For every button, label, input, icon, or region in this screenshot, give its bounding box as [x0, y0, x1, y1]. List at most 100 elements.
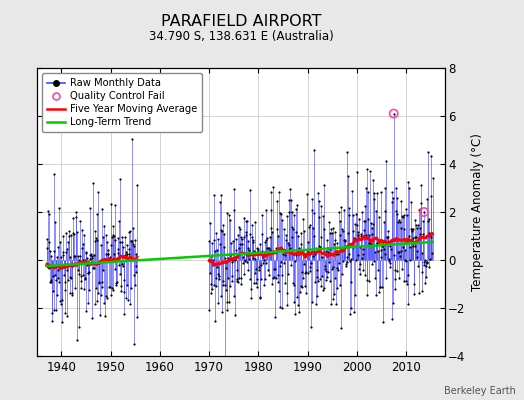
Point	[43, 262, 51, 269]
Point	[77, 285, 85, 291]
Point	[90, 252, 98, 258]
Point	[67, 232, 75, 238]
Point	[325, 259, 333, 265]
Point	[311, 251, 319, 257]
Point	[405, 185, 413, 192]
Point	[103, 247, 112, 254]
Point	[245, 256, 253, 262]
Point	[52, 254, 61, 261]
Point	[429, 175, 437, 182]
Point	[231, 312, 239, 319]
Point	[399, 244, 407, 250]
Point	[261, 276, 269, 282]
Point	[424, 230, 433, 236]
Point	[283, 240, 292, 246]
Point	[401, 206, 410, 212]
Point	[326, 278, 334, 284]
Point	[114, 235, 123, 242]
Point	[416, 224, 424, 231]
Point	[421, 262, 430, 269]
Point	[342, 262, 350, 269]
Point	[346, 258, 354, 264]
Point	[353, 232, 362, 238]
Point	[60, 264, 68, 270]
Point	[63, 246, 71, 252]
Point	[318, 273, 326, 280]
Point	[344, 212, 353, 218]
Point	[302, 269, 310, 276]
Point	[279, 260, 288, 267]
Point	[295, 309, 303, 315]
Point	[96, 259, 104, 266]
Point	[66, 290, 74, 296]
Point	[290, 299, 298, 306]
Point	[249, 280, 258, 286]
Point	[113, 279, 121, 286]
Point	[397, 198, 406, 204]
Point	[113, 257, 121, 263]
Point	[313, 293, 321, 300]
Point	[303, 270, 312, 276]
Point	[321, 268, 330, 274]
Point	[389, 110, 398, 117]
Point	[312, 274, 321, 281]
Point	[391, 276, 399, 282]
Point	[86, 251, 95, 258]
Point	[255, 264, 263, 270]
Point	[114, 250, 122, 256]
Point	[246, 276, 254, 282]
Point	[277, 258, 286, 265]
Point	[58, 297, 67, 304]
Point	[73, 253, 82, 259]
Point	[123, 282, 131, 288]
Point	[94, 188, 102, 195]
Point	[378, 242, 387, 249]
Point	[239, 254, 247, 260]
Point	[421, 257, 429, 264]
Point	[245, 231, 254, 238]
Point	[319, 181, 328, 188]
Point	[329, 264, 337, 271]
Point	[351, 292, 359, 299]
Point	[337, 271, 346, 277]
Point	[98, 206, 106, 212]
Point	[83, 262, 91, 268]
Point	[81, 274, 89, 281]
Point	[287, 224, 296, 230]
Point	[130, 237, 139, 243]
Point	[110, 233, 118, 239]
Point	[412, 222, 420, 228]
Point	[399, 214, 407, 220]
Point	[333, 240, 342, 246]
Point	[270, 266, 278, 272]
Point	[103, 295, 111, 302]
Point	[360, 217, 368, 224]
Point	[319, 213, 328, 219]
Point	[313, 278, 322, 284]
Point	[64, 238, 72, 245]
Point	[368, 231, 376, 237]
Point	[302, 190, 311, 197]
Point	[264, 267, 272, 274]
Point	[278, 304, 286, 311]
Point	[274, 233, 282, 240]
Point	[86, 256, 95, 262]
Point	[270, 274, 278, 280]
Point	[354, 229, 362, 236]
Point	[396, 219, 405, 225]
Point	[272, 245, 280, 251]
Point	[69, 230, 77, 237]
Point	[327, 226, 335, 232]
Point	[268, 229, 277, 235]
Point	[418, 249, 427, 256]
Point	[327, 301, 335, 308]
Point	[359, 267, 367, 273]
Point	[230, 292, 238, 299]
Point	[403, 212, 411, 218]
Point	[42, 245, 51, 251]
Point	[116, 239, 125, 245]
Point	[125, 228, 134, 235]
Point	[289, 226, 297, 232]
Point	[412, 234, 420, 241]
Point	[351, 220, 359, 227]
